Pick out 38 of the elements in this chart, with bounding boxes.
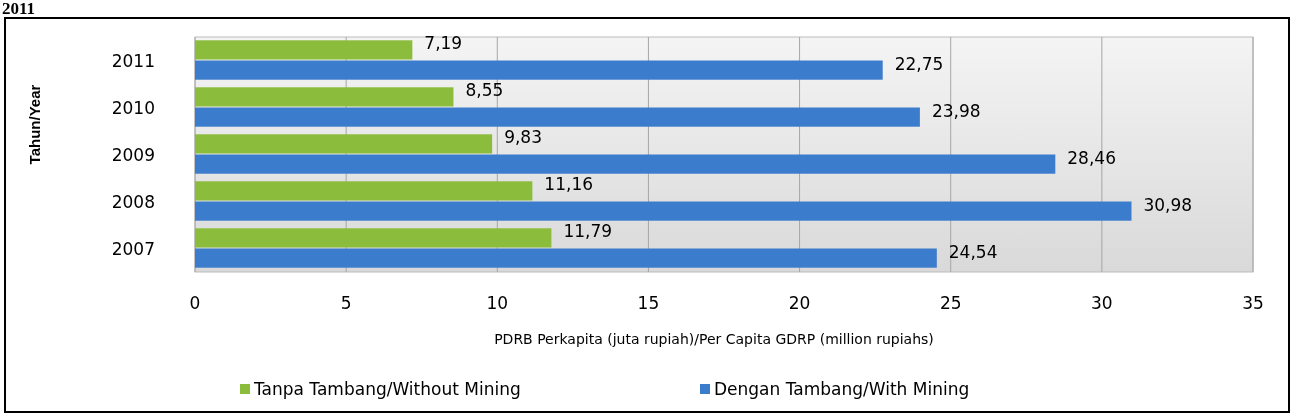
data-label: 24,54 <box>948 241 998 262</box>
x-axis-title: PDRB Perkapita (juta rupiah)/Per Capita GDRP (million rupiahs) <box>494 331 934 347</box>
data-label: 7,19 <box>424 33 463 54</box>
bar <box>195 228 552 248</box>
data-label: 8,55 <box>465 80 504 101</box>
data-label: 9,83 <box>504 127 543 148</box>
x-tick-label: 35 <box>1242 293 1264 313</box>
bar <box>195 60 883 80</box>
x-tick-label: 20 <box>788 293 811 313</box>
data-label: 23,98 <box>931 100 981 121</box>
bar <box>195 40 413 60</box>
data-label: 11,79 <box>563 221 613 242</box>
data-label: 22,75 <box>894 53 944 74</box>
data-label: 11,16 <box>544 174 594 195</box>
x-tick-label: 0 <box>189 293 201 313</box>
text: 2011 <box>2 0 36 18</box>
x-tick-label: 5 <box>340 293 352 313</box>
y-axis-title: Tahun/Year <box>26 84 43 165</box>
bar <box>195 248 937 268</box>
bar <box>195 181 533 201</box>
bar <box>195 201 1132 221</box>
x-tick-label: 30 <box>1091 293 1113 313</box>
y-tick-label: 2010 <box>111 97 155 118</box>
bar <box>195 154 1056 174</box>
y-tick-label: 2008 <box>111 191 155 212</box>
x-tick-label: 10 <box>486 293 509 313</box>
bar <box>195 87 454 107</box>
data-label: 30,98 <box>1143 194 1193 215</box>
x-tick-label: 15 <box>637 293 660 313</box>
bar <box>195 134 493 154</box>
legend-label: Tanpa Tambang/Without Mining <box>253 379 521 399</box>
x-tick-label: 25 <box>939 293 962 313</box>
y-tick-label: 2009 <box>111 144 155 165</box>
bar <box>195 107 920 127</box>
legend-label: Dengan Tambang/With Mining <box>714 379 970 399</box>
y-tick-label: 2007 <box>111 238 155 259</box>
data-label: 28,46 <box>1067 147 1116 168</box>
y-tick-label: 2011 <box>111 50 155 71</box>
